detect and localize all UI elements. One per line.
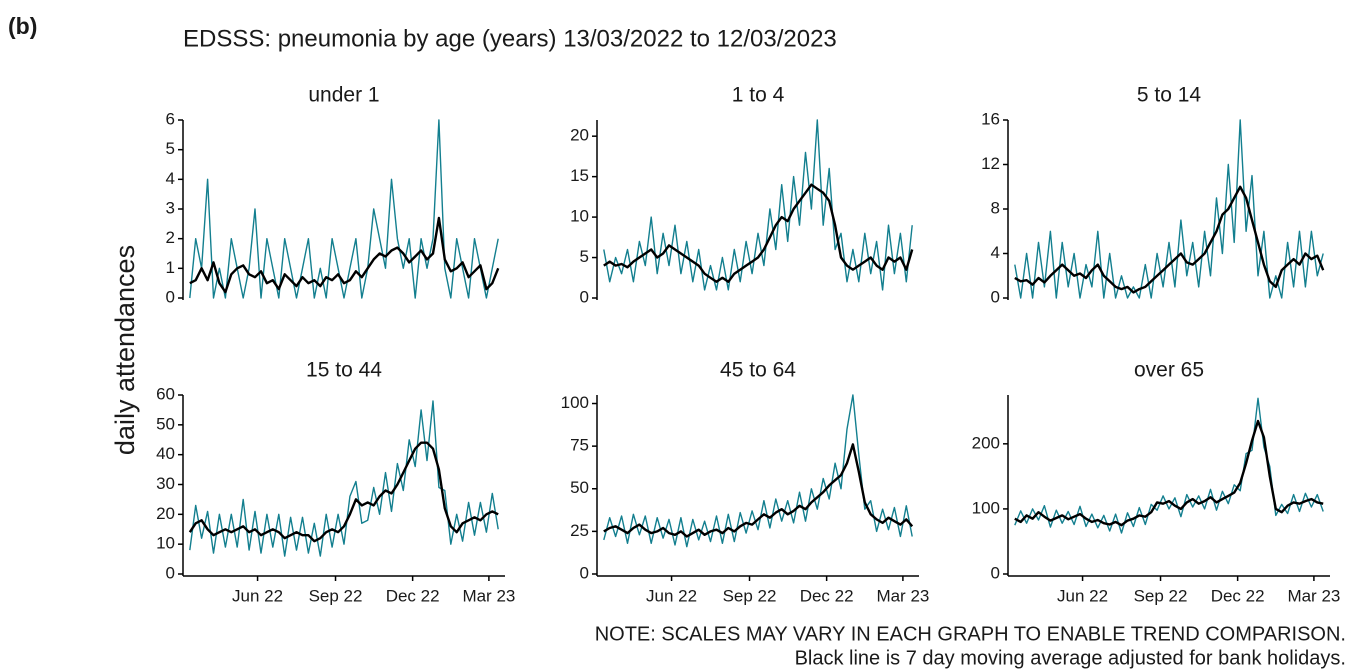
y-tick-label: 0 (166, 563, 175, 582)
y-tick-label: 20 (156, 504, 175, 523)
x-tick-label: Sep 22 (309, 586, 363, 605)
panel-title: over 65 (1134, 359, 1204, 382)
daily-line (189, 400, 499, 557)
y-tick-label: 15 (570, 166, 589, 185)
note: Black line is 7 day moving average adjus… (795, 647, 1346, 669)
x-tick-label: Jun 22 (1057, 586, 1108, 605)
y-tick-label: 30 (156, 474, 175, 493)
x-tick-label: Sep 22 (1134, 586, 1188, 605)
moving-average-line (603, 183, 914, 283)
y-tick-label: 10 (570, 207, 589, 226)
x-tick-label: Sep 22 (723, 586, 777, 605)
x-tick-label: Jun 22 (232, 586, 283, 605)
moving-average-line (1014, 185, 1325, 294)
y-tick-label: 200 (972, 433, 1000, 452)
panel-title: 45 to 64 (720, 359, 796, 382)
daily-line (1014, 397, 1324, 534)
x-tick-label: Dec 22 (800, 586, 854, 605)
y-tick-label: 0 (991, 563, 1000, 582)
y-tick-label: 12 (981, 154, 1000, 173)
moving-average-line (603, 443, 914, 538)
y-tick-label: 4 (166, 169, 175, 188)
moving-average-line (189, 216, 500, 294)
daily-line (603, 119, 913, 291)
y-tick-label: 3 (166, 198, 175, 217)
panel-title: 15 to 44 (306, 359, 382, 382)
note: NOTE: SCALES MAY VARY IN EACH GRAPH TO E… (595, 623, 1346, 645)
y-tick-label: 0 (580, 563, 589, 582)
moving-average-line (1014, 419, 1324, 527)
x-tick-label: Mar 23 (1287, 586, 1340, 605)
daily-line (1014, 119, 1324, 299)
x-tick-label: Dec 22 (386, 586, 440, 605)
y-tick-label: 8 (991, 198, 1000, 217)
x-tick-label: Jun 22 (646, 586, 697, 605)
x-tick-label: Dec 22 (1211, 586, 1265, 605)
y-tick-label: 40 (156, 444, 175, 463)
y-tick-label: 60 (156, 384, 175, 403)
y-tick-label: 16 (981, 109, 1000, 128)
y-tick-label: 100 (561, 393, 589, 412)
moving-average-line (188, 441, 499, 543)
y-tick-label: 0 (991, 287, 1000, 306)
figure-title: EDSSS: pneumonia by age (years) 13/03/20… (183, 25, 837, 52)
x-tick-label: Mar 23 (876, 586, 929, 605)
y-tick-label: 50 (156, 414, 175, 433)
panel-title: 1 to 4 (732, 84, 785, 107)
y-tick-label: 0 (166, 287, 175, 306)
panel-title: under 1 (308, 84, 379, 107)
y-tick-label: 20 (570, 126, 589, 145)
y-tick-label: 4 (991, 243, 1000, 262)
y-tick-label: 6 (166, 109, 175, 128)
y-tick-label: 5 (166, 139, 175, 158)
y-tick-label: 25 (570, 521, 589, 540)
y-tick-label: 5 (580, 247, 589, 266)
y-tick-label: 2 (166, 228, 175, 247)
daily-line (603, 394, 913, 548)
y-axis-label: daily attendances (110, 245, 140, 455)
y-tick-label: 10 (156, 534, 175, 553)
figure-label: (b) (8, 13, 37, 39)
y-tick-label: 0 (580, 287, 589, 306)
daily-line (189, 119, 499, 299)
x-tick-label: Mar 23 (462, 586, 515, 605)
y-tick-label: 1 (166, 258, 175, 277)
y-tick-label: 50 (570, 478, 589, 497)
y-tick-label: 75 (570, 436, 589, 455)
panel-title: 5 to 14 (1137, 84, 1202, 107)
y-tick-label: 100 (972, 498, 1000, 517)
